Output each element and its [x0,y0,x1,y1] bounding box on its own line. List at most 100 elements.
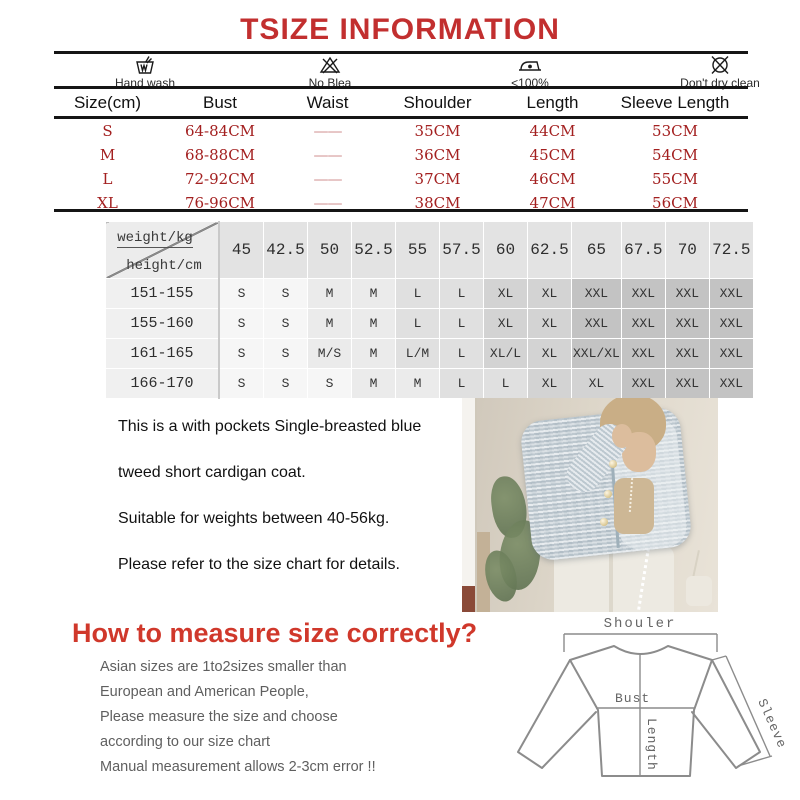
fit-size-cell: XXL [708,368,754,399]
measure-heading: How to measure size correctly? [72,618,478,648]
fit-size-cell: XXL [620,368,666,399]
fit-size-cell: M [351,368,396,399]
fit-size-cell: XXL [620,308,666,339]
description-line: Please refer to the size chart for detai… [118,556,400,573]
garment-measure-diagram: Shouler Bust Length Sleeve [517,616,790,777]
fit-size-cell: L [395,308,440,339]
fit-weight-header-cell: 50 [307,221,352,279]
fit-size-cell: XL [483,278,528,309]
fit-size-cell: XXL [708,308,754,339]
fit-size-cell: XXL [620,338,666,369]
size-letter-cell: XL [97,194,118,212]
size-value-cell: 45CM [529,146,576,164]
size-value-cell: —— [313,122,343,140]
size-chart-row: M 68-88CM —— 36CM 45CM 54CM [55,143,745,167]
fit-weight-header-cell: 62.5 [527,221,572,279]
size-letter-cell: M [99,146,116,164]
fit-size-cell: M/S [307,338,352,369]
fit-size-cell: XL [483,308,528,339]
fit-table-row: 155-160 S S M M L L XL XL XXL XXL XXL XXL [105,308,754,339]
fit-size-cell: XL [527,278,572,309]
fit-size-cell: L/M [395,338,440,369]
hand-wash-icon [136,56,154,74]
fit-weight-header-cell: 45 [218,221,264,279]
fit-size-cell: M [307,278,352,309]
page-title: TSIZE INFORMATION [240,13,560,46]
fit-size-cell: S [307,368,352,399]
fit-size-cell: L [439,278,484,309]
inner-top [614,478,654,534]
size-value-cell: 44CM [529,122,576,140]
no-dry-clean-icon [711,56,729,74]
size-value-cell: 36CM [414,146,461,164]
size-value-cell: 54CM [652,146,698,164]
fit-weight-header-cell: 57.5 [439,221,484,279]
fit-size-cell: S [218,278,264,309]
fit-weight-header-cell: 52.5 [351,221,396,279]
fit-size-cell: M [395,368,440,399]
fit-size-cell: XXL [664,368,710,399]
fit-weight-header-cell: 65 [571,221,622,279]
fit-weight-header-cell: 70 [664,221,710,279]
product-description: This is a with pockets Single-breasted b… [118,418,463,602]
size-value-cell: 72-92CM [184,170,256,188]
handbag [686,576,712,606]
floor-corner [462,586,475,612]
size-chart-row: L 72-92CM —— 37CM 46CM 55CM [55,167,745,191]
size-value-cell: —— [313,170,343,188]
weight-height-fit-table: weight/kg height/cm 45 42.5 50 52.5 55 57.5 60… [105,221,754,399]
pearl-button [600,518,608,526]
fit-size-cell: L [439,338,484,369]
fit-size-cell: XXL [571,308,622,339]
bust-label: Bust [615,691,650,706]
fit-weight-header-cell: 42.5 [263,221,308,279]
measure-line: Manual measurement allows 2-3cm error !! [100,759,376,775]
fit-size-cell: S [218,338,264,369]
fit-size-cell: XL [527,308,572,339]
model-hand [612,424,632,448]
fit-table-row: 161-165 S S M/S M L/M L XL/L XL XXL/XL XXL XXL XXL [105,338,754,369]
fit-size-cell: L [483,368,528,399]
size-value-cell: 55CM [652,170,698,188]
mirror-edge [462,398,477,612]
size-chart-header-cell: Bust [202,93,238,112]
fit-size-cell: S [218,308,264,339]
fit-weight-header-cell: 55 [395,221,440,279]
size-chart-row: XL 76-96CM —— 38CM 47CM 56CM [55,191,745,215]
fit-weight-header-cell: 60 [483,221,528,279]
garment-left-sleeve [517,659,597,769]
fit-table-row: 166-170 S S S M M L L XL XL XXL XXL XXL [105,368,754,399]
iron-icon [519,61,541,71]
fit-size-cell: S [263,278,308,309]
size-letter-cell: L [102,170,113,188]
size-chart-header-cell: Sleeve Length [620,93,730,112]
fit-weight-header-cell: 67.5 [620,221,666,279]
size-chart-header-cell: Shoulder [403,93,472,112]
product-photo [462,398,718,612]
fit-height-cell: 166-170 [105,368,220,399]
size-chart-header-cell: Length [526,93,579,112]
size-chart-header-row: Size(cm) Bust Waist Shoulder Length Sleeve Le… [55,90,745,119]
fit-size-cell: XXL/XL [571,338,622,369]
size-value-cell: 35CM [414,122,461,140]
fit-size-cell: M [307,308,352,339]
fit-size-cell: XL [527,338,572,369]
fit-size-cell: L [439,368,484,399]
fit-size-cell: M [351,338,396,369]
fit-table-corner-cell: weight/kg height/cm [105,221,220,279]
fit-size-cell: M [351,308,396,339]
size-chart-table: Size(cm) Bust Waist Shoulder Length Sleeve Le… [55,90,745,215]
fit-size-cell: S [263,338,308,369]
size-chart-header-cell: Waist [306,93,349,112]
fit-size-cell: XXL [708,338,754,369]
size-value-cell: 47CM [529,194,576,212]
description-line: tweed short cardigan coat. [118,464,306,481]
fit-size-cell: XL/L [483,338,528,369]
fit-size-cell: S [218,368,264,399]
sleeve-tick [737,755,773,767]
size-value-cell: 53CM [652,122,698,140]
description-line: Suitable for weights between 40-56kg. [118,510,390,527]
fit-size-cell: L [395,278,440,309]
garment-body-outline [569,645,713,777]
